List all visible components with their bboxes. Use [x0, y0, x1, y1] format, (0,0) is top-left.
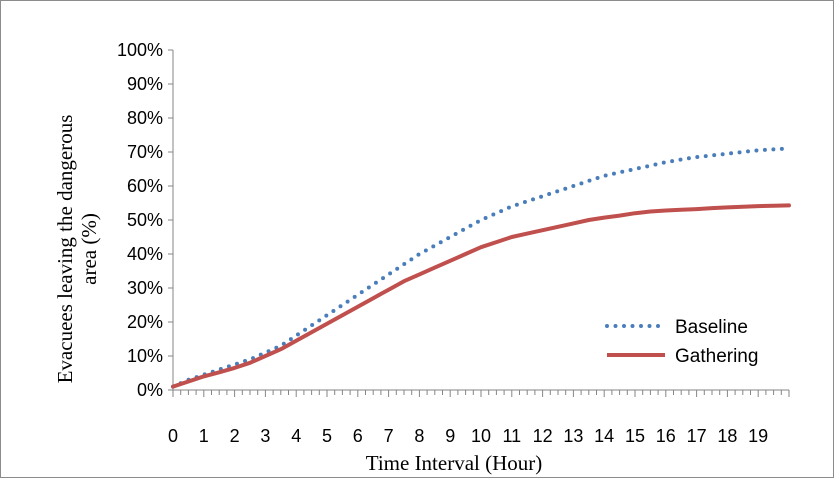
- y-tick-label: 30%: [127, 278, 163, 298]
- y-axis-title: Evacuees leaving the dangerous area (%): [53, 115, 101, 384]
- x-tick-label: 8: [414, 426, 424, 446]
- x-tick-label: 13: [563, 426, 583, 446]
- x-tick-label: 5: [322, 426, 332, 446]
- legend-label-baseline: Baseline: [675, 317, 748, 338]
- x-tick-label: 16: [656, 426, 676, 446]
- y-tick-label: 20%: [127, 312, 163, 332]
- x-tick-label: 11: [502, 426, 521, 446]
- y-axis-title-line-1: Evacuees leaving the dangerous: [53, 115, 77, 384]
- x-tick-label: 18: [717, 426, 737, 446]
- axes: [172, 50, 789, 391]
- x-axis-title: Time Interval (Hour): [366, 451, 543, 475]
- legend-label-gathering: Gathering: [675, 346, 758, 367]
- series-line-baseline: [171, 146, 791, 389]
- x-tick-label: 1: [199, 426, 209, 446]
- x-tick-label: 6: [353, 426, 363, 446]
- x-tick-label: 4: [291, 426, 301, 446]
- y-tick-label: 10%: [127, 346, 163, 366]
- y-tick-label: 90%: [127, 74, 163, 94]
- y-tick-label: 100%: [117, 40, 163, 60]
- x-tick-label: 17: [687, 426, 707, 446]
- x-tick-label: 19: [748, 426, 768, 446]
- series-lines: [171, 146, 791, 389]
- y-tick-label: 80%: [127, 108, 163, 128]
- x-tick-label: 14: [594, 426, 614, 446]
- ticks: 0%10%20%30%40%50%60%70%80%90%100%0 1 2 3 4 5 6…: [117, 40, 790, 446]
- y-axis-title-line-2: area (%): [77, 213, 101, 285]
- y-tick-label: 40%: [127, 244, 163, 264]
- x-tick-label: 7: [384, 426, 394, 446]
- x-tick-label: 0: [168, 426, 178, 446]
- y-tick-label: 60%: [127, 176, 163, 196]
- y-tick-label: 70%: [127, 142, 163, 162]
- y-tick-label: 50%: [127, 210, 163, 230]
- x-tick-label: 12: [533, 426, 553, 446]
- y-tick-label: 0%: [137, 380, 163, 400]
- x-tick-label: 10: [471, 426, 491, 446]
- x-tick-label: 15: [625, 426, 645, 446]
- x-tick-label: 2: [230, 426, 240, 446]
- x-tick-label: 9: [445, 426, 455, 446]
- x-tick-label: 3: [260, 426, 270, 446]
- series-line-gathering: [171, 203, 791, 389]
- legend: Baseline Gathering: [605, 317, 758, 367]
